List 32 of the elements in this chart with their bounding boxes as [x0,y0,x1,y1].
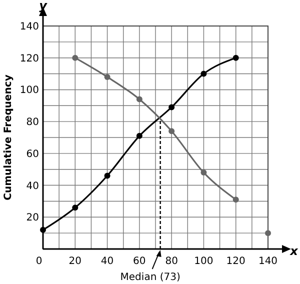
point [40,226,46,233]
x-tick-label: 100 [194,256,214,267]
x-tick-label: 80 [165,256,178,267]
point [136,96,142,102]
point [232,196,239,203]
point [200,170,207,176]
y-tick-label: 20 [26,212,39,224]
x-tick-label: 60 [133,256,146,267]
point [72,54,78,61]
point [72,204,78,211]
y-tick-label: 80 [26,117,39,128]
point [168,104,175,110]
point [200,70,207,77]
point [136,132,142,139]
point [104,74,110,80]
y-tick-label: 60 [26,148,39,160]
x-tick-label: 120 [226,256,246,267]
y-tick-label: 120 [20,53,39,64]
legend-label: Median (73) [120,272,180,283]
point [104,172,110,179]
x-tick-label: 40 [100,256,114,267]
point [168,128,175,134]
x-tick-label: 0 [36,256,42,267]
y-axis-title: Cumulative Frequency [3,74,14,200]
y-tick-label: 40 [26,180,39,192]
x-tick-label: 140 [258,256,278,267]
point [232,54,239,61]
point [265,230,271,236]
x-tick-label: 20 [68,256,82,267]
x-axis-title: x [289,244,300,258]
y-tick-label: 140 [20,22,39,32]
y-tick-label: 100 [20,85,39,96]
